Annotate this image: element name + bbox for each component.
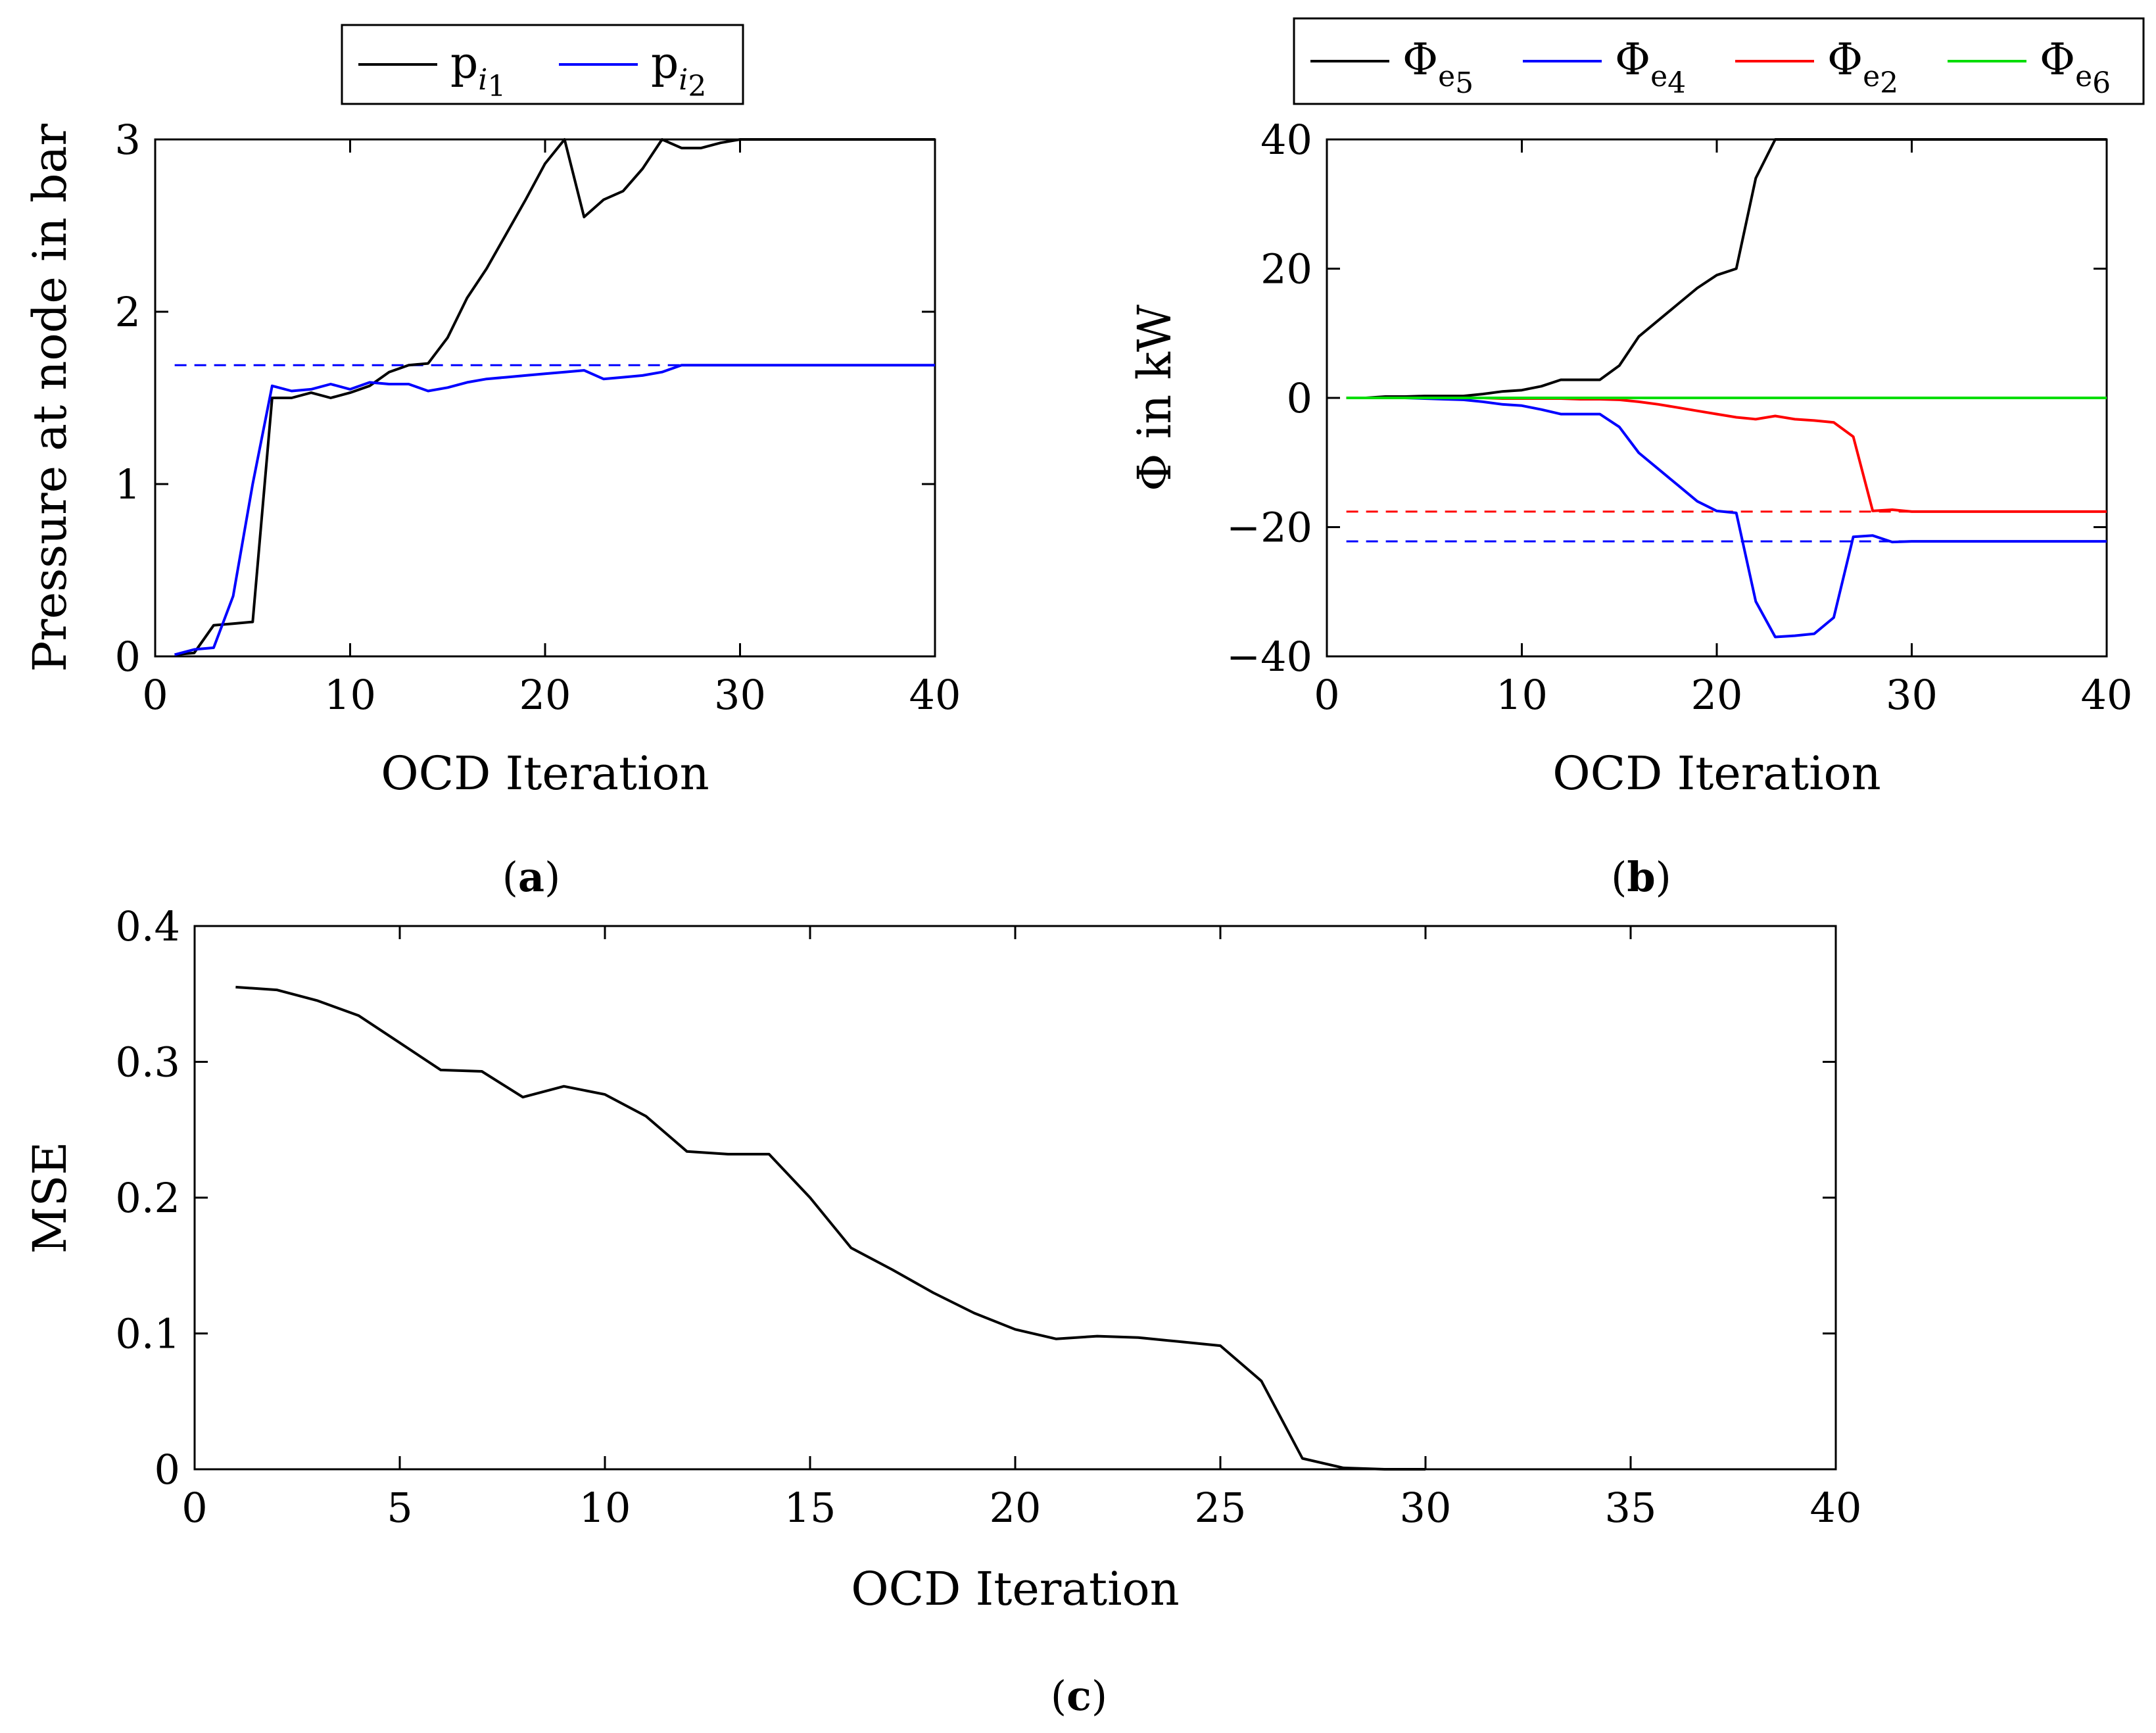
y-tick-label: −40 xyxy=(1226,633,1312,681)
series-line xyxy=(174,138,935,656)
y-tick-label: 0 xyxy=(155,1446,180,1494)
caption-letter: b xyxy=(1627,853,1655,901)
x-tick-label: 0 xyxy=(181,1484,207,1532)
y-tick-label: 40 xyxy=(1260,116,1312,164)
x-tick-label: 30 xyxy=(1886,671,1938,719)
x-tick-label: 5 xyxy=(387,1484,412,1532)
y-tick-label: 0.2 xyxy=(115,1174,180,1222)
x-tick-label: 20 xyxy=(1691,671,1743,719)
x-tick-label: 30 xyxy=(1400,1484,1452,1532)
caption: (b) xyxy=(1611,853,1671,901)
x-axis-label: OCD Iteration xyxy=(381,746,709,800)
x-tick-label: 10 xyxy=(579,1484,631,1532)
reference-lines xyxy=(1346,138,2107,543)
y-tick-label: 1 xyxy=(115,460,141,508)
legend-label: pi2 xyxy=(651,37,706,103)
series-line xyxy=(174,364,935,656)
grid-and-ticks xyxy=(193,925,1837,1471)
legend-label: pi1 xyxy=(450,37,506,103)
y-tick-label: −20 xyxy=(1226,504,1312,552)
legend: pi1 pi2 xyxy=(341,24,744,105)
series-line xyxy=(235,985,1425,1471)
x-tick-label: 35 xyxy=(1605,1484,1657,1532)
x-tick-labels: 0 10 20 30 40 xyxy=(1314,671,2132,719)
y-tick-labels: −40 −20 0 20 40 xyxy=(1226,116,1312,681)
y-axis-label: Φ in kW xyxy=(1128,305,1182,491)
grid-and-ticks xyxy=(154,138,936,658)
y-tick-label: 20 xyxy=(1260,245,1312,293)
series-line xyxy=(1346,138,2107,399)
legend-label: Φe5 xyxy=(1402,34,1473,100)
reference-lines xyxy=(174,138,935,366)
y-tick-label: 0 xyxy=(1287,374,1312,422)
series-lines xyxy=(1346,138,2107,639)
chart-panel-b: 0 10 20 30 40 −40 −20 0 20 40 OCD Iteration Φ in… xyxy=(1128,17,2145,901)
legend: Φe5 Φe4 Φe2 Φe6 xyxy=(1293,17,2145,105)
series-line xyxy=(1346,397,2107,513)
y-tick-labels: 0 0.1 0.2 0.3 0.4 xyxy=(115,902,180,1494)
legend-label: Φe2 xyxy=(1827,34,1898,100)
y-axis-label: Pressure at node in bar xyxy=(23,124,77,672)
legend-label: Φe6 xyxy=(2040,34,2111,100)
x-tick-label: 10 xyxy=(1496,671,1548,719)
caption: (a) xyxy=(502,853,561,901)
y-tick-label: 3 xyxy=(115,116,141,164)
series-line xyxy=(1346,397,2107,639)
y-tick-label: 2 xyxy=(115,288,141,336)
legend-label: Φe4 xyxy=(1615,34,1686,100)
x-tick-label: 15 xyxy=(784,1484,836,1532)
x-tick-labels: 0 10 20 30 40 xyxy=(142,671,961,719)
x-tick-label: 25 xyxy=(1195,1484,1247,1532)
chart-panel-c: 0 5 10 15 20 25 30 35 40 0 0.1 0.2 0.3 0.4 OCD Itera… xyxy=(23,902,1861,1720)
y-tick-label: 0 xyxy=(115,633,141,681)
x-tick-label: 20 xyxy=(990,1484,1042,1532)
x-tick-label: 40 xyxy=(2081,671,2133,719)
x-tick-label: 20 xyxy=(519,671,571,719)
y-tick-label: 0.1 xyxy=(115,1310,180,1358)
y-tick-labels: 0 1 2 3 xyxy=(115,116,141,681)
x-tick-label: 30 xyxy=(714,671,766,719)
x-axis-label: OCD Iteration xyxy=(851,1562,1179,1616)
series-lines xyxy=(235,985,1425,1471)
plot-area-frame xyxy=(193,925,1837,1471)
chart-panel-a: 0 10 20 30 40 0 1 2 3 OCD Iteration Pressure at… xyxy=(23,24,961,901)
caption-letter: a xyxy=(518,853,544,901)
caption: (c) xyxy=(1051,1672,1107,1720)
x-tick-labels: 0 5 10 15 20 25 30 35 40 xyxy=(181,1484,1861,1532)
x-tick-label: 0 xyxy=(1314,671,1339,719)
y-tick-label: 0.4 xyxy=(115,902,180,950)
x-tick-label: 40 xyxy=(1810,1484,1862,1532)
y-axis-label: MSE xyxy=(23,1142,77,1254)
x-tick-label: 0 xyxy=(142,671,168,719)
x-tick-label: 40 xyxy=(909,671,961,719)
x-axis-label: OCD Iteration xyxy=(1552,746,1881,800)
y-tick-label: 0.3 xyxy=(115,1038,180,1086)
x-tick-label: 10 xyxy=(324,671,376,719)
caption-letter: c xyxy=(1066,1672,1091,1720)
series-lines xyxy=(174,138,935,656)
